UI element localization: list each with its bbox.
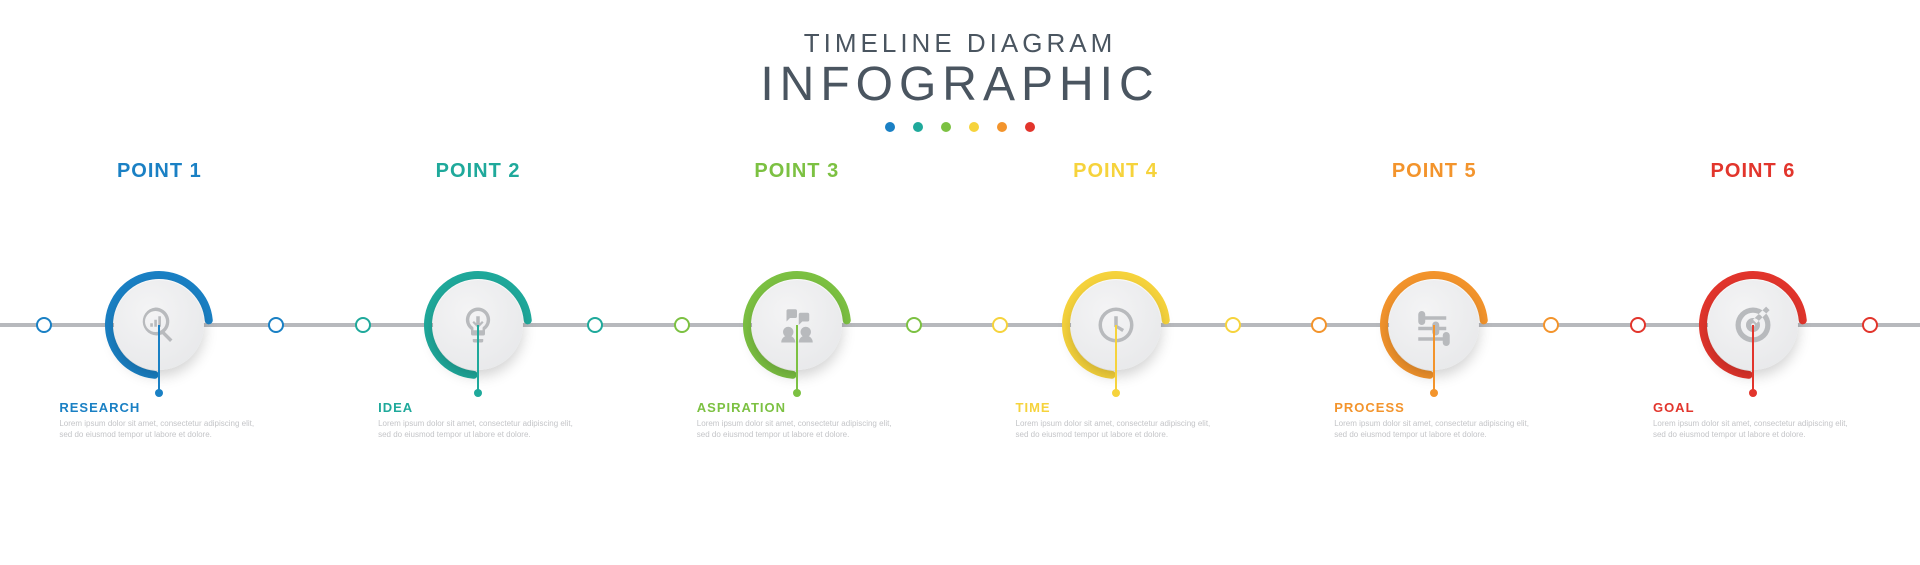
step-name: ASPIRATION xyxy=(697,400,897,415)
node-stem xyxy=(1752,325,1754,393)
node-stem xyxy=(1115,325,1117,393)
node-caption: TIME Lorem ipsum dolor sit amet, consecte… xyxy=(1016,400,1216,440)
timeline-node: POINT 5PROCESSLorem ipsum dolor sit amet… xyxy=(1379,270,1489,380)
timeline-node: POINT 1RESEARCHLorem ipsum dolor sit ame… xyxy=(104,270,214,380)
timeline-marker xyxy=(36,317,52,333)
step-name: GOAL xyxy=(1653,400,1853,415)
palette-dot xyxy=(913,122,923,132)
point-label: POINT 5 xyxy=(1392,160,1477,183)
palette-dot xyxy=(969,122,979,132)
point-label: POINT 6 xyxy=(1711,160,1796,183)
palette-dot xyxy=(885,122,895,132)
node-caption: PROCESS Lorem ipsum dolor sit amet, conse… xyxy=(1334,400,1534,440)
timeline-node: POINT 3ASPIRATIONLorem ipsum dolor sit a… xyxy=(742,270,852,380)
timeline-marker xyxy=(587,317,603,333)
timeline-marker xyxy=(674,317,690,333)
node-stem xyxy=(796,325,798,393)
step-name: IDEA xyxy=(378,400,578,415)
header: TIMELINE DIAGRAM INFOGRAPHIC xyxy=(0,0,1920,132)
palette-dot xyxy=(1025,122,1035,132)
step-description: Lorem ipsum dolor sit amet, consectetur … xyxy=(1016,418,1216,440)
timeline-marker xyxy=(1311,317,1327,333)
step-description: Lorem ipsum dolor sit amet, consectetur … xyxy=(1334,418,1534,440)
step-name: TIME xyxy=(1016,400,1216,415)
point-label: POINT 1 xyxy=(117,160,202,183)
timeline-node: POINT 4TIMELorem ipsum dolor sit amet, c… xyxy=(1061,270,1171,380)
step-description: Lorem ipsum dolor sit amet, consectetur … xyxy=(378,418,578,440)
title-large: INFOGRAPHIC xyxy=(0,57,1920,112)
timeline-marker xyxy=(1630,317,1646,333)
point-label: POINT 2 xyxy=(436,160,521,183)
title-small: TIMELINE DIAGRAM xyxy=(0,28,1920,59)
node-caption: ASPIRATION Lorem ipsum dolor sit amet, co… xyxy=(697,400,897,440)
palette-dot xyxy=(997,122,1007,132)
timeline-marker xyxy=(268,317,284,333)
node-caption: GOAL Lorem ipsum dolor sit amet, consecte… xyxy=(1653,400,1853,440)
node-caption: IDEA Lorem ipsum dolor sit amet, consecte… xyxy=(378,400,578,440)
step-description: Lorem ipsum dolor sit amet, consectetur … xyxy=(1653,418,1853,440)
point-label: POINT 3 xyxy=(754,160,839,183)
step-description: Lorem ipsum dolor sit amet, consectetur … xyxy=(697,418,897,440)
step-name: RESEARCH xyxy=(59,400,259,415)
node-stem xyxy=(477,325,479,393)
palette-dot xyxy=(941,122,951,132)
point-label: POINT 4 xyxy=(1073,160,1158,183)
node-stem xyxy=(158,325,160,393)
timeline-marker xyxy=(1862,317,1878,333)
timeline-marker xyxy=(992,317,1008,333)
timeline-node: POINT 6GOALLorem ipsum dolor sit amet, c… xyxy=(1698,270,1808,380)
step-description: Lorem ipsum dolor sit amet, consectetur … xyxy=(59,418,259,440)
timeline-marker xyxy=(1543,317,1559,333)
step-name: PROCESS xyxy=(1334,400,1534,415)
palette-dots xyxy=(0,122,1920,132)
timeline-marker xyxy=(906,317,922,333)
timeline-marker xyxy=(1225,317,1241,333)
node-caption: RESEARCH Lorem ipsum dolor sit amet, cons… xyxy=(59,400,259,440)
timeline-node: POINT 2IDEALorem ipsum dolor sit amet, c… xyxy=(423,270,533,380)
timeline-marker xyxy=(355,317,371,333)
node-stem xyxy=(1433,325,1435,393)
